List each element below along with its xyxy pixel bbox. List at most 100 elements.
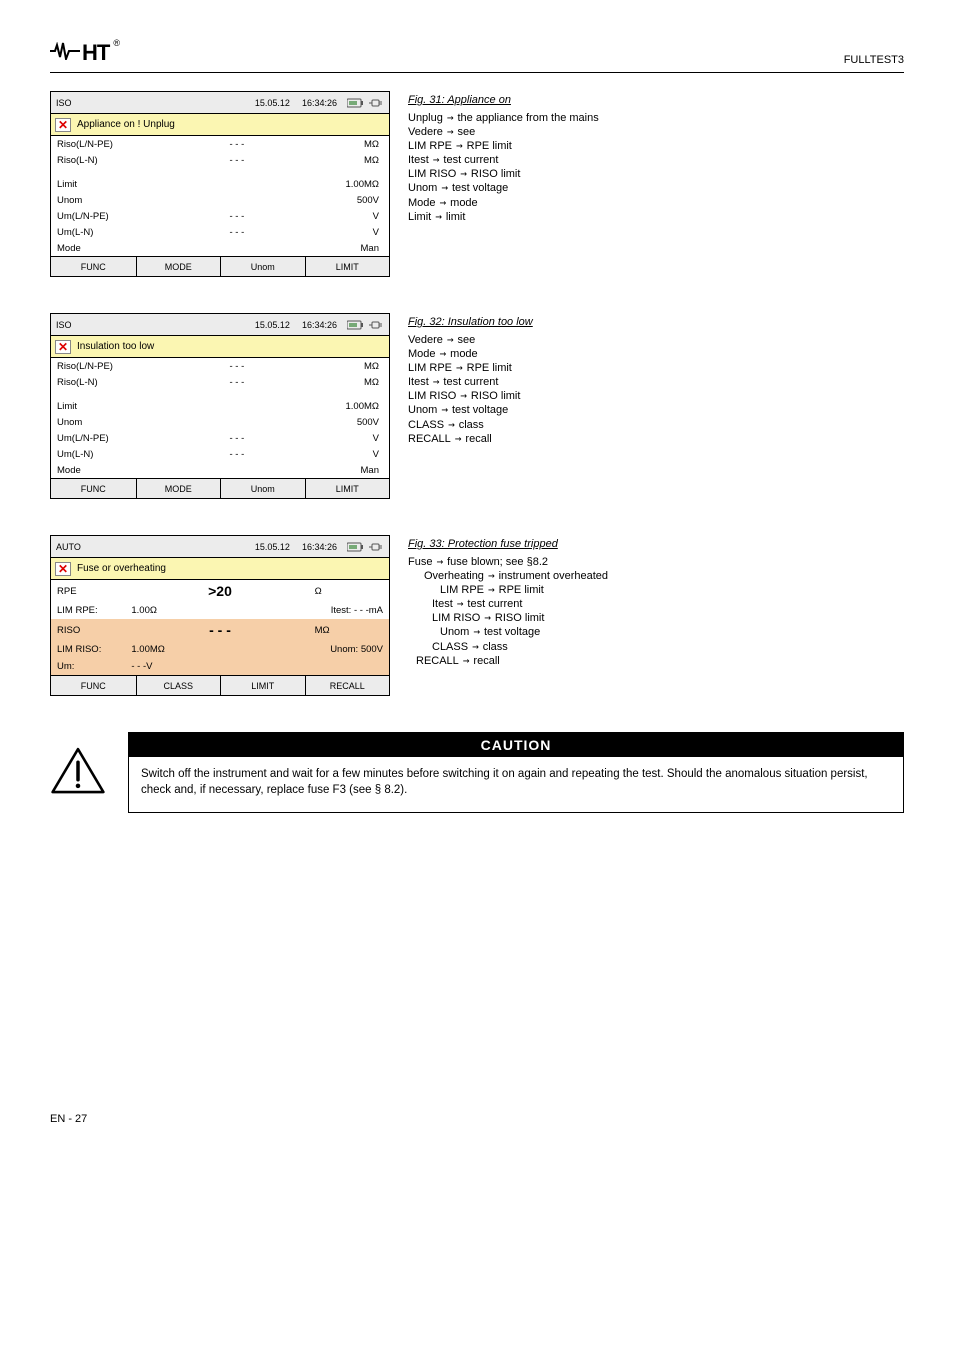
- error-x-icon: ✕: [55, 340, 71, 354]
- softkey-limit[interactable]: LIMIT: [220, 676, 305, 695]
- side-desc: see: [458, 333, 476, 347]
- screen1-topbar: ISO 15.05.12 16:34:26: [51, 92, 389, 114]
- side-desc: test voltage: [484, 625, 540, 639]
- table-row: Um: - - -V: [51, 658, 389, 675]
- side-line: Itest → test current: [408, 375, 904, 389]
- arrow-icon: →: [457, 597, 464, 611]
- side-term: Unom: [408, 403, 437, 417]
- arrow-icon: →: [456, 361, 463, 375]
- side-term: LIM RPE: [440, 583, 484, 597]
- device-screen-2: ISO 15.05.12 16:34:26 ✕ Insulation too l…: [50, 313, 390, 499]
- softkey-func[interactable]: FUNC: [51, 681, 136, 691]
- arrow-icon: →: [440, 347, 447, 361]
- side-term: Itest: [432, 597, 453, 611]
- side-term: RECALL: [416, 654, 459, 668]
- softkey-func[interactable]: FUNC: [51, 484, 136, 494]
- side-desc: RISO limit: [471, 389, 521, 403]
- softkey-unom[interactable]: Unom: [220, 257, 305, 276]
- fig33-caption: Fig. 33: Protection fuse tripped: [408, 537, 904, 551]
- side-desc: instrument overheated: [499, 569, 608, 583]
- softkey-mode[interactable]: MODE: [136, 479, 221, 498]
- plug-icon: [367, 540, 385, 554]
- side-line: Vedere → see: [408, 333, 904, 347]
- softkey-func[interactable]: FUNC: [51, 262, 136, 272]
- logo-text: HT: [82, 40, 109, 66]
- table-row: Unom500V: [51, 414, 389, 430]
- side-term: Mode: [408, 347, 436, 361]
- table-row: LIM RPE: 1.00Ω Itest: - - -mA: [51, 602, 389, 619]
- table-row: Limit1.00MΩ: [51, 176, 389, 192]
- side-desc: class: [459, 418, 484, 432]
- arrow-icon: →: [472, 640, 479, 654]
- table-row: RISO - - - MΩ: [51, 619, 389, 641]
- model-name: FULLTEST3: [844, 54, 904, 66]
- screen3-icons: [343, 540, 389, 554]
- table-row: Unom500V: [51, 192, 389, 208]
- side-desc: RPE limit: [467, 361, 512, 375]
- table-row: Um(L/N-PE)- - -V: [51, 208, 389, 224]
- side-term: RECALL: [408, 432, 451, 446]
- side-line: Itest → test current: [408, 597, 904, 611]
- table-row: Um(L-N)- - -V: [51, 446, 389, 462]
- fig32-caption: Fig. 32: Insulation too low: [408, 315, 904, 329]
- screen3-message: Fuse or overheating: [77, 563, 166, 574]
- arrow-icon: →: [456, 139, 463, 153]
- fig31-caption: Fig. 31: Appliance on: [408, 93, 904, 107]
- arrow-icon: →: [433, 153, 440, 167]
- screen2-time: 16:34:26: [296, 320, 343, 330]
- side-term: Limit: [408, 210, 431, 224]
- block-1: ISO 15.05.12 16:34:26 ✕ Appliance on ! U…: [50, 91, 904, 277]
- screen2-footer: FUNC MODE Unom LIMIT: [51, 478, 389, 498]
- side-line: Unplug → the appliance from the mains: [408, 111, 904, 125]
- side-desc: see: [458, 125, 476, 139]
- side-line: Unom → test voltage: [408, 625, 904, 639]
- screen1-footer: FUNC MODE Unom LIMIT: [51, 256, 389, 276]
- device-screen-1: ISO 15.05.12 16:34:26 ✕ Appliance on ! U…: [50, 91, 390, 277]
- arrow-icon: →: [463, 654, 470, 668]
- side-line: Mode → mode: [408, 347, 904, 361]
- battery-icon: [347, 540, 365, 554]
- side-line: Unom → test voltage: [408, 403, 904, 417]
- page-header: HT® FULLTEST3: [50, 40, 904, 66]
- side-line: RECALL → recall: [408, 432, 904, 446]
- softkey-limit[interactable]: LIMIT: [305, 257, 390, 276]
- screen3-footer: FUNC CLASS LIMIT RECALL: [51, 675, 389, 695]
- screen3-mode: AUTO: [51, 542, 249, 552]
- softkey-limit[interactable]: LIMIT: [305, 479, 390, 498]
- side-desc: mode: [450, 196, 478, 210]
- side-line: Mode → mode: [408, 196, 904, 210]
- side-line: LIM RPE → RPE limit: [408, 361, 904, 375]
- side-term: Unplug: [408, 111, 443, 125]
- side-line: Itest → test current: [408, 153, 904, 167]
- battery-icon: [347, 318, 365, 332]
- softkey-unom[interactable]: Unom: [220, 479, 305, 498]
- softkey-mode[interactable]: MODE: [136, 257, 221, 276]
- page-footer: EN - 27: [50, 1113, 904, 1125]
- arrow-icon: →: [460, 389, 467, 403]
- arrow-icon: →: [436, 555, 443, 569]
- side-desc: RISO limit: [495, 611, 545, 625]
- side-desc: recall: [465, 432, 491, 446]
- screen3-date: 15.05.12: [249, 542, 296, 552]
- screen1-time: 16:34:26: [296, 98, 343, 108]
- softkey-recall[interactable]: RECALL: [305, 676, 390, 695]
- side-line: LIM RPE → RPE limit: [408, 139, 904, 153]
- screen1-message-row: ✕ Appliance on ! Unplug: [51, 114, 389, 136]
- side-desc: test current: [443, 375, 498, 389]
- arrow-icon: →: [484, 611, 491, 625]
- side-line: LIM RPE → RPE limit: [408, 583, 904, 597]
- table-row: Riso(L-N)- - -MΩ: [51, 374, 389, 390]
- softkey-class[interactable]: CLASS: [136, 676, 221, 695]
- screen1-date: 15.05.12: [249, 98, 296, 108]
- caution-block: CAUTION Switch off the instrument and wa…: [50, 732, 904, 813]
- table-row: Limit1.00MΩ: [51, 398, 389, 414]
- caution-body: Switch off the instrument and wait for a…: [129, 757, 903, 812]
- arrow-icon: →: [435, 210, 442, 224]
- arrow-icon: →: [440, 196, 447, 210]
- side-line: LIM RISO → RISO limit: [408, 167, 904, 181]
- side-line: Overheating → instrument overheated: [408, 569, 904, 583]
- arrow-icon: →: [441, 403, 448, 417]
- side-term: Unom: [408, 181, 437, 195]
- block-2: ISO 15.05.12 16:34:26 ✕ Insulation too l…: [50, 313, 904, 499]
- plug-icon: [367, 96, 385, 110]
